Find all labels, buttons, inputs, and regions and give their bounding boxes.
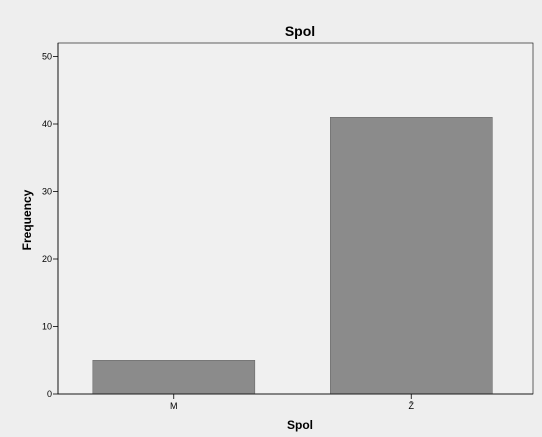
bar-2	[329, 117, 493, 395]
x-tick-label-2: Ž	[409, 401, 415, 411]
y-axis-title: Frequency	[20, 189, 34, 250]
x-tick-label-1: M	[170, 401, 178, 411]
chart-title: Spol	[285, 23, 315, 39]
y-tick-label-50: 50	[42, 52, 52, 62]
x-axis-title: Spol	[287, 418, 313, 432]
y-tick-label-10: 10	[42, 322, 52, 332]
y-tick-label-0: 0	[47, 389, 52, 399]
bar-1	[92, 359, 256, 395]
bars-group	[92, 117, 493, 395]
y-tick-label-20: 20	[42, 254, 52, 264]
y-tick-label-30: 30	[42, 187, 52, 197]
y-tick-label-40: 40	[42, 119, 52, 129]
axes-group: M Ž 0 10 20 30 40 50	[42, 43, 533, 411]
